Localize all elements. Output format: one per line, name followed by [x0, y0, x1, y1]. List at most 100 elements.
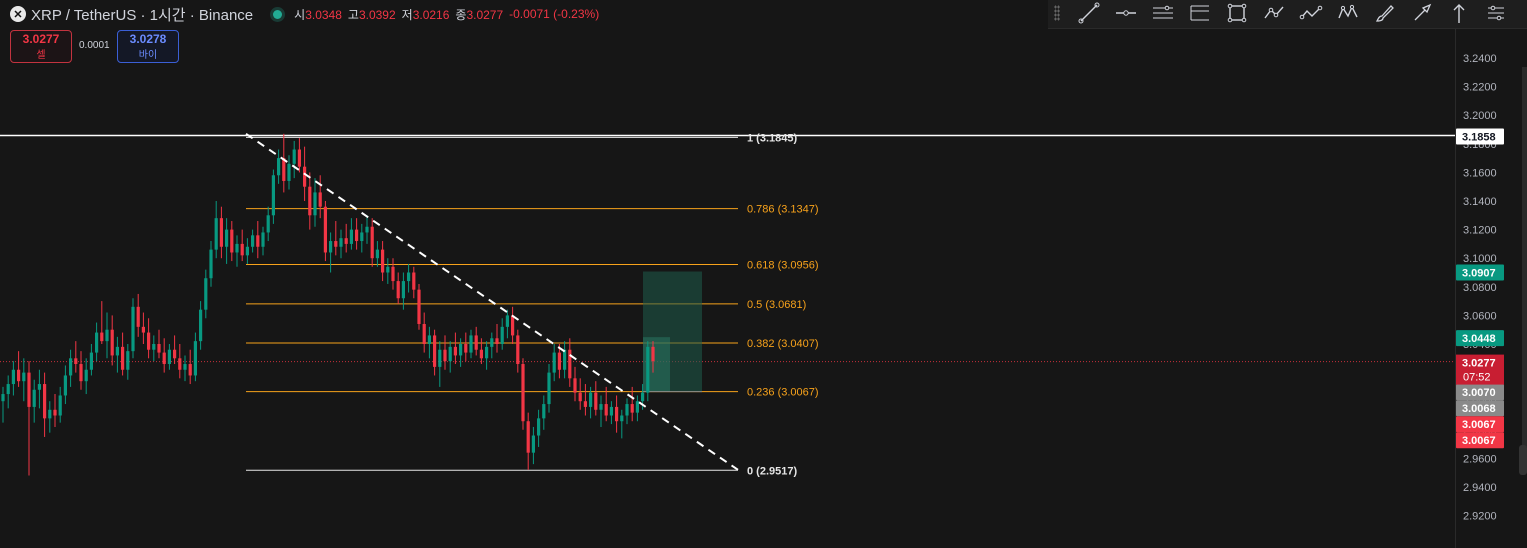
- candle-body: [573, 378, 577, 393]
- candle-body: [604, 404, 608, 416]
- candle: [417, 283, 421, 330]
- spread-value: 0.0001: [79, 40, 110, 51]
- candle: [240, 229, 244, 262]
- arrow-up-icon[interactable]: [1453, 4, 1465, 23]
- candle-body: [521, 364, 525, 422]
- candle: [48, 401, 52, 433]
- more-tools-icon[interactable]: [1488, 5, 1504, 21]
- candle: [79, 351, 83, 390]
- candle: [178, 344, 182, 379]
- trend-line-icon[interactable]: [1078, 2, 1100, 24]
- toolbar-drag-handle-icon[interactable]: [1054, 5, 1060, 21]
- candle-body: [245, 246, 249, 256]
- sell-label: 셀: [36, 50, 46, 61]
- regression-trend-icon[interactable]: [1190, 5, 1209, 21]
- candle: [53, 394, 57, 427]
- candle-body: [53, 409, 57, 416]
- candle-body: [537, 418, 541, 436]
- candle: [396, 272, 400, 304]
- symbol-title[interactable]: XRP / TetherUS · 1시간 · Binance: [31, 6, 254, 24]
- candle-body: [594, 392, 598, 410]
- candle: [599, 395, 603, 427]
- candle-body: [105, 329, 109, 342]
- price-scale-scrollbar[interactable]: [1522, 67, 1527, 447]
- symbol-header: ✕ XRP / TetherUS · 1시간 · Binance 시3.0348…: [10, 4, 605, 24]
- buy-price: 3.0278: [129, 32, 167, 46]
- candle: [162, 338, 166, 373]
- candle-body: [563, 349, 567, 370]
- candle: [43, 372, 47, 437]
- candle-body: [615, 406, 619, 422]
- ohlc-close: 종3.0277: [455, 6, 503, 23]
- y-tick-label: 3.2200: [1463, 82, 1497, 94]
- y-tick-label: 2.9600: [1463, 453, 1497, 465]
- candle: [583, 384, 587, 416]
- candle-body: [620, 415, 624, 422]
- candle-body: [292, 149, 296, 164]
- price-scale-label-text: 3.0067: [1462, 419, 1496, 431]
- parallel-channel-icon[interactable]: [1153, 5, 1173, 19]
- candle-body: [22, 372, 26, 382]
- candle-body: [505, 315, 509, 327]
- candle-body: [141, 326, 145, 333]
- market-status-icon[interactable]: [273, 9, 283, 19]
- candle-body: [131, 306, 135, 352]
- candle-body: [417, 289, 421, 324]
- candle-body: [469, 335, 473, 353]
- candle: [245, 238, 249, 264]
- candle: [157, 329, 161, 359]
- candle: [318, 175, 322, 219]
- ohlc-high: 고3.0392: [348, 6, 396, 23]
- price-scale-label-text: 3.0907: [1462, 267, 1496, 279]
- sell-button[interactable]: 3.0277 셀: [10, 30, 72, 63]
- candle: [401, 272, 405, 310]
- ohlc-high-value: 3.0392: [358, 7, 396, 22]
- price-scale-label-bg: [1456, 330, 1504, 347]
- candle-body: [396, 281, 400, 299]
- candle: [355, 218, 359, 250]
- candle: [349, 218, 353, 250]
- candle-body: [271, 175, 275, 216]
- candle-body: [266, 215, 270, 233]
- rectangle-icon[interactable]: [1227, 3, 1247, 23]
- candle: [646, 341, 650, 402]
- xabcd-pattern-icon[interactable]: [1338, 4, 1358, 19]
- candle-body: [303, 166, 307, 187]
- candle-body: [412, 272, 416, 290]
- candle-body: [474, 335, 478, 350]
- candle-body: [355, 229, 359, 242]
- candle: [323, 201, 327, 262]
- candle-body: [167, 349, 171, 365]
- y-tick-label: 3.1400: [1463, 196, 1497, 208]
- fib-level-label: 1 (3.1845): [747, 132, 797, 144]
- candle-body: [334, 241, 338, 247]
- candle-body: [329, 241, 333, 253]
- candle-body: [495, 338, 499, 344]
- horizontal-ray-icon[interactable]: [1116, 10, 1136, 16]
- candle: [147, 318, 151, 359]
- polyline-icon[interactable]: [1299, 5, 1323, 20]
- zigzag-icon[interactable]: [1264, 6, 1284, 19]
- candle-body: [547, 372, 551, 405]
- candle-body: [152, 344, 156, 350]
- arrow-marker-icon[interactable]: [1414, 3, 1432, 21]
- candle: [542, 395, 546, 430]
- candle-body: [360, 232, 364, 242]
- candle: [464, 332, 468, 362]
- candle: [469, 329, 473, 359]
- candle-body: [599, 404, 603, 410]
- candle-body: [58, 395, 62, 416]
- candle: [537, 409, 541, 447]
- buy-button[interactable]: 3.0278 바이: [117, 30, 179, 63]
- candle-body: [261, 232, 265, 247]
- candle: [32, 379, 36, 423]
- ohlc-open-value: 3.0348: [305, 7, 342, 22]
- candle: [251, 229, 255, 253]
- price-scale-scroll-thumb[interactable]: [1519, 445, 1527, 475]
- price-scale-label: 3.1858: [1456, 128, 1504, 145]
- price-scale-label-bg: [1456, 432, 1504, 449]
- brush-icon[interactable]: [1375, 5, 1394, 22]
- candle: [620, 409, 624, 439]
